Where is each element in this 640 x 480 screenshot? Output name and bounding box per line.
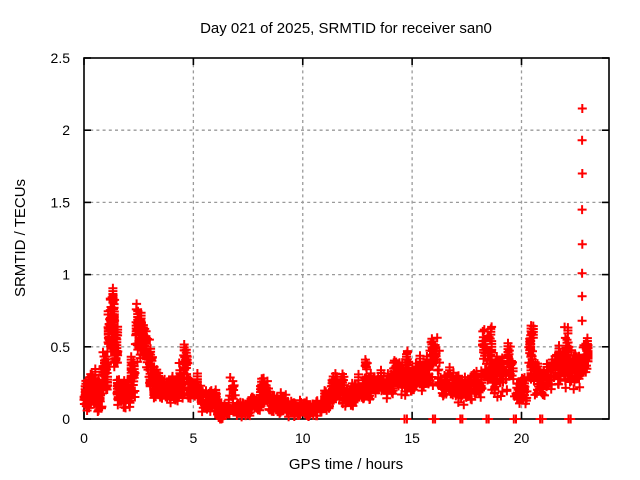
x-tick-label: 5 bbox=[189, 430, 197, 446]
x-tick-label: 20 bbox=[514, 430, 530, 446]
grid-lines bbox=[84, 58, 609, 419]
y-tick-label: 1.5 bbox=[51, 194, 71, 210]
y-tick-label: 0 bbox=[62, 411, 70, 427]
y-tick-label: 2.5 bbox=[51, 50, 71, 66]
chart-title: Day 021 of 2025, SRMTID for receiver san… bbox=[200, 20, 492, 37]
y-tick-label: 1 bbox=[62, 267, 70, 283]
y-tick-label: 2 bbox=[62, 122, 70, 138]
x-axis-label: GPS time / hours bbox=[289, 456, 403, 473]
x-tick-labels: 0 5 10 15 20 bbox=[80, 430, 529, 446]
y-tick-label: 0.5 bbox=[51, 339, 71, 355]
x-tick-label: 15 bbox=[404, 430, 420, 446]
y-tick-labels: 0 0.5 1 1.5 2 2.5 bbox=[51, 50, 71, 427]
scatter-points bbox=[79, 104, 593, 424]
plot-border bbox=[83, 57, 610, 420]
y-axis-label: SRMTID / TECUs bbox=[12, 179, 29, 297]
x-tick-label: 10 bbox=[295, 430, 311, 446]
x-tick-label: 0 bbox=[80, 430, 88, 446]
